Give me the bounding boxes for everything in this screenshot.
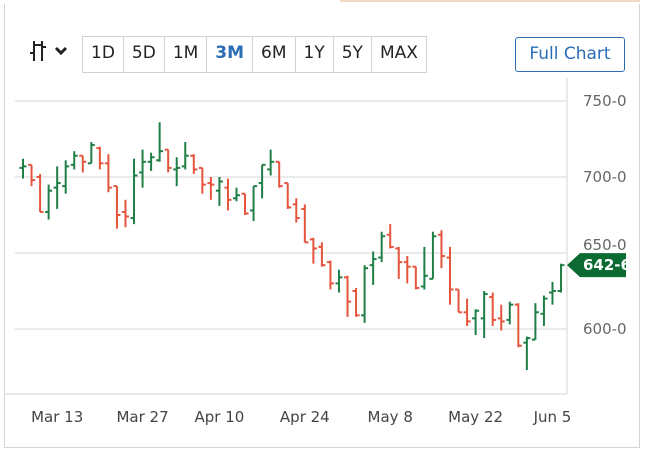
x-tick-label: Apr 10	[195, 408, 245, 426]
ohlc-bar[interactable]	[79, 154, 87, 173]
range-button-max[interactable]: MAX	[379, 43, 418, 63]
ohlc-bar[interactable]	[506, 301, 514, 325]
ohlc-bar[interactable]	[198, 166, 206, 194]
y-tick-label: 700-0	[583, 168, 627, 186]
ohlc-bar[interactable]	[156, 122, 164, 162]
ohlc-bar[interactable]	[446, 246, 454, 305]
ohlc-bar[interactable]	[326, 260, 334, 290]
last-price-label: 642-6	[583, 256, 631, 274]
ohlc-bar[interactable]	[96, 146, 104, 170]
ohlc-bar[interactable]	[480, 291, 488, 339]
range-button-3m[interactable]: 3M	[207, 37, 254, 72]
ohlc-bar[interactable]	[318, 242, 326, 267]
ohlc-bar[interactable]	[361, 265, 369, 323]
ohlc-bar[interactable]	[548, 281, 556, 305]
ohlc-bar[interactable]	[267, 149, 275, 176]
range-button-1m[interactable]: 1M	[165, 37, 208, 72]
ohlc-bar[interactable]	[472, 309, 480, 336]
ohlc-bar[interactable]	[258, 163, 266, 199]
ohlc-bar[interactable]	[190, 154, 198, 174]
ohlc-bar[interactable]	[292, 198, 300, 223]
ohlc-bar[interactable]	[523, 336, 531, 371]
ohlc-bar[interactable]	[121, 199, 129, 228]
ohlc-bar[interactable]	[335, 269, 343, 293]
ohlc-bar[interactable]	[139, 149, 147, 188]
ohlc-bar[interactable]	[412, 265, 420, 290]
ohlc-bar[interactable]	[497, 304, 505, 331]
ohlc-bar[interactable]	[147, 152, 155, 171]
range-selector: 1D 5D 1M 3M 6M 1Y 5Y MAX	[82, 36, 427, 73]
ohlc-bar[interactable]	[215, 177, 223, 206]
ohlc-bar[interactable]	[62, 160, 70, 194]
ohlc-bars-icon	[30, 41, 46, 61]
range-button-5d[interactable]: 5D	[124, 37, 165, 72]
ohlc-bar[interactable]	[429, 231, 437, 280]
ohlc-bar[interactable]	[540, 295, 548, 326]
ohlc-bar[interactable]	[420, 246, 428, 290]
ohlc-bar[interactable]	[463, 298, 471, 326]
ohlc-bar[interactable]	[395, 246, 403, 279]
chevron-down-icon	[54, 46, 68, 56]
ohlc-bar[interactable]	[344, 275, 352, 317]
ohlc-bar[interactable]	[489, 292, 497, 326]
ohlc-bar[interactable]	[87, 142, 95, 165]
ohlc-bar[interactable]	[455, 288, 463, 314]
ohlc-bar[interactable]	[241, 192, 249, 215]
x-tick-label: May 22	[448, 408, 503, 426]
range-button-5y[interactable]: 5Y	[334, 37, 372, 72]
last-price-tag	[567, 253, 626, 278]
ohlc-bar[interactable]	[104, 154, 112, 193]
ohlc-bar[interactable]	[557, 263, 565, 293]
ohlc-bar[interactable]	[45, 184, 53, 220]
ohlc-bar[interactable]	[207, 177, 215, 200]
ohlc-bar[interactable]	[352, 287, 360, 317]
y-tick-label: 650-0	[583, 236, 627, 254]
chart-widget-frame	[4, 4, 640, 448]
ohlc-bar[interactable]	[309, 237, 317, 264]
range-button-1y[interactable]: 1Y	[296, 37, 334, 72]
ohlc-bar[interactable]	[437, 230, 445, 269]
ohlc-bar[interactable]	[275, 160, 283, 188]
x-tick-label: Mar 27	[116, 408, 168, 426]
ohlc-bar[interactable]	[53, 166, 61, 209]
ohlc-bar[interactable]	[378, 231, 386, 263]
ohlc-bar[interactable]	[386, 224, 394, 249]
range-button-1d[interactable]: 1D	[83, 37, 124, 72]
top-edge-line	[340, 0, 640, 2]
ohlc-bar[interactable]	[233, 187, 240, 202]
x-tick-label: Apr 24	[280, 408, 330, 426]
ohlc-bar[interactable]	[173, 157, 181, 187]
ohlc-bar[interactable]	[301, 204, 309, 244]
y-tick-label: 600-0	[583, 320, 627, 338]
ohlc-bar[interactable]	[514, 303, 522, 348]
ohlc-bar[interactable]	[403, 256, 411, 284]
x-tick-label: May 8	[368, 408, 413, 426]
ohlc-bar[interactable]	[19, 158, 27, 179]
x-tick-label: Mar 13	[31, 408, 83, 426]
ohlc-bar[interactable]	[164, 148, 172, 173]
ohlc-bar[interactable]	[130, 158, 138, 225]
ohlc-bar[interactable]	[113, 185, 121, 229]
ohlc-bar[interactable]	[70, 151, 78, 170]
ohlc-bar[interactable]	[369, 251, 377, 285]
range-button-6m[interactable]: 6M	[253, 37, 296, 72]
x-tick-label: Jun 5	[533, 408, 572, 426]
full-chart-button[interactable]: Full Chart	[515, 37, 625, 72]
ohlc-bar[interactable]	[250, 185, 258, 222]
ohlc-bar[interactable]	[224, 178, 232, 211]
chart-type-dropdown[interactable]	[28, 38, 72, 64]
ohlc-bar[interactable]	[36, 173, 44, 213]
ohlc-bar[interactable]	[181, 142, 189, 170]
ohlc-bar[interactable]	[531, 303, 539, 341]
ohlc-bar[interactable]	[28, 163, 36, 187]
y-tick-label: 750-0	[583, 92, 627, 110]
ohlc-bar[interactable]	[284, 182, 292, 209]
